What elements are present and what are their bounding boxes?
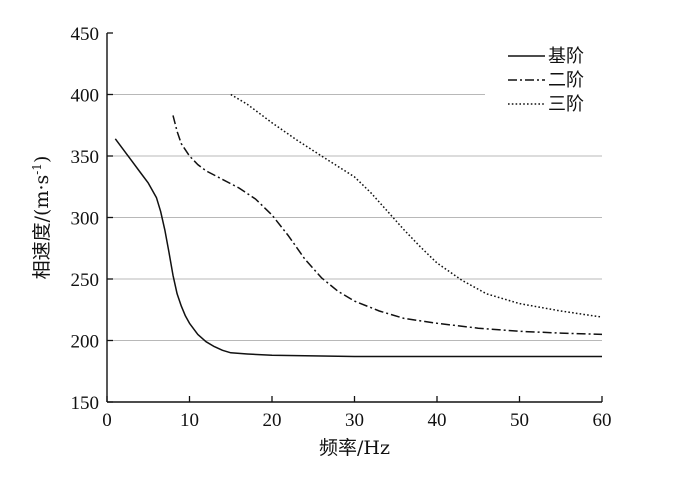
y-tick-label: 150 xyxy=(71,393,100,414)
x-tick-label: 40 xyxy=(428,410,447,431)
series-line-second-order xyxy=(172,115,603,336)
gridlines xyxy=(107,94,602,341)
y-tick-label: 400 xyxy=(71,86,100,107)
y-axis-label-main: 相速度/(m·s xyxy=(31,175,53,280)
x-tick-label: 50 xyxy=(510,410,529,431)
series-lines xyxy=(114,93,603,358)
x-tick-label: 0 xyxy=(102,410,112,431)
series-line-third-order xyxy=(230,93,603,318)
ticks: 150 200 250 300 350 400 450 0 10 20 30 40 50 60 xyxy=(71,24,612,431)
x-axis-label: 频率/Hz xyxy=(319,437,390,459)
y-axis-label-superscript: -1 xyxy=(30,163,44,175)
legend-label-fundamental: 基阶 xyxy=(548,46,584,67)
x-tick-label: 60 xyxy=(593,410,612,431)
legend-label-third-order: 三阶 xyxy=(548,94,584,115)
y-tick-label: 200 xyxy=(71,332,100,353)
x-tick-label: 10 xyxy=(180,410,199,431)
y-tick-label: 450 xyxy=(71,24,100,45)
x-tick-label: 30 xyxy=(345,410,364,431)
y-axis-label: 相速度/(m·s-1) xyxy=(30,156,53,280)
legend: 基阶 二阶 三阶 xyxy=(508,46,584,115)
y-tick-label: 250 xyxy=(71,270,100,291)
y-tick-label: 350 xyxy=(71,147,100,168)
legend-label-second-order: 二阶 xyxy=(548,70,584,91)
x-tick-label: 20 xyxy=(263,410,282,431)
series-line-fundamental xyxy=(114,138,602,358)
y-axis-label-end: ) xyxy=(31,156,53,163)
y-tick-label: 300 xyxy=(71,209,100,230)
